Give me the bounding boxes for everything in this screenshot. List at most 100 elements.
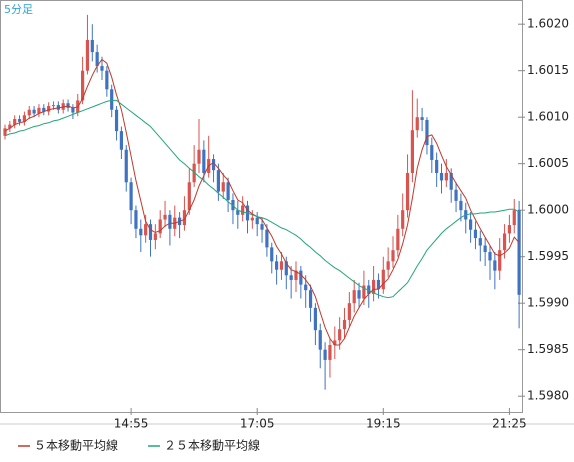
- candle-body: [100, 66, 104, 71]
- candle-body: [469, 219, 473, 230]
- candle-body: [502, 233, 507, 251]
- candle-body: [313, 307, 317, 331]
- candle-body: [372, 279, 376, 294]
- candle-body: [439, 172, 444, 181]
- candle-body: [381, 269, 385, 290]
- candle-body: [342, 319, 347, 330]
- candle-body: [333, 340, 337, 346]
- candle-body: [396, 228, 400, 251]
- candle-body: [435, 159, 439, 173]
- candle-body: [192, 163, 196, 183]
- candle-body: [241, 205, 245, 215]
- candle-body: [90, 39, 94, 53]
- candle-body: [168, 214, 172, 229]
- chart-title: 5分足: [4, 3, 33, 16]
- candle-body: [304, 284, 308, 291]
- candle-body: [134, 210, 138, 229]
- candle-body: [299, 270, 303, 285]
- candle-body: [498, 250, 502, 271]
- candle-body: [410, 130, 414, 173]
- candle-body: [250, 217, 254, 221]
- candle-body: [221, 182, 225, 192]
- candle-body: [211, 159, 216, 171]
- candle-body: [61, 103, 65, 110]
- candle-body: [493, 260, 497, 271]
- candle-body: [507, 225, 511, 234]
- candle-body: [430, 145, 434, 160]
- candle-body: [51, 105, 56, 107]
- candle-body: [202, 149, 206, 173]
- legend-label: ５本移動平均線: [34, 438, 118, 453]
- candle-body: [105, 70, 109, 90]
- candle-body: [187, 182, 191, 211]
- candle-body: [289, 275, 293, 280]
- candle-body: [270, 247, 274, 262]
- candle-body: [182, 210, 187, 226]
- candle-body: [308, 290, 313, 308]
- candle-body: [3, 128, 7, 136]
- candle-body: [318, 330, 322, 350]
- candle-body: [42, 107, 46, 112]
- candle-body: [163, 214, 167, 220]
- candle-body: [13, 119, 17, 125]
- candle-body: [425, 119, 429, 146]
- candle-body: [260, 224, 264, 230]
- candle-body: [391, 250, 395, 262]
- plot-frame: [0, 0, 523, 413]
- y-tick-label: 1.6015: [527, 63, 569, 77]
- candle-body: [197, 149, 201, 164]
- x-tick-label: 14:55: [114, 417, 149, 431]
- candle-body: [32, 109, 36, 114]
- candle-body: [473, 229, 478, 239]
- candle-body: [454, 189, 458, 201]
- candle-body: [405, 172, 410, 211]
- candle-body: [95, 52, 99, 67]
- candle-body: [265, 229, 269, 248]
- candle-body: [347, 303, 351, 320]
- candle-body: [488, 252, 492, 261]
- candle-body: [279, 261, 284, 270]
- ma-line: [4, 58, 520, 346]
- candle-body: [483, 245, 487, 253]
- candle-body: [85, 39, 90, 71]
- y-tick-label: 1.5980: [527, 389, 569, 403]
- candle-body: [226, 182, 230, 200]
- candle-body: [357, 290, 361, 299]
- x-tick-label: 19:15: [366, 417, 401, 431]
- candle-body: [376, 279, 381, 290]
- candle-body: [444, 172, 448, 181]
- candle-body: [386, 261, 390, 270]
- y-tick-label: 1.6000: [527, 203, 569, 217]
- y-tick-label: 1.5990: [527, 296, 569, 310]
- legend-label: ２５本移動平均線: [164, 438, 260, 453]
- candle-body: [158, 219, 162, 234]
- candle-body: [420, 117, 424, 120]
- candle-body: [71, 107, 75, 113]
- candle-body: [294, 270, 298, 280]
- candle-body: [352, 290, 356, 304]
- y-tick-label: 1.6010: [527, 110, 569, 124]
- candle-body: [47, 106, 51, 112]
- candle-body: [27, 109, 31, 116]
- candle-body: [22, 115, 26, 122]
- candle-body: [328, 345, 332, 360]
- candle-body: [124, 149, 128, 183]
- candle-body: [459, 200, 463, 211]
- candle-body: [216, 170, 220, 192]
- candle-body: [512, 210, 516, 226]
- candle-body: [119, 131, 123, 150]
- candle-body: [284, 261, 288, 276]
- candle-body: [81, 70, 85, 101]
- candle-body: [153, 233, 157, 240]
- candle-body: [415, 117, 419, 131]
- candle-body: [236, 210, 240, 215]
- y-tick-label: 1.5995: [527, 249, 569, 263]
- candle-body: [362, 285, 366, 299]
- candle-body: [255, 217, 259, 225]
- candle-body: [110, 89, 114, 110]
- ma-line: [4, 99, 520, 299]
- y-tick-label: 1.6005: [527, 156, 569, 170]
- candle-body: [338, 329, 342, 341]
- candle-body: [114, 109, 119, 132]
